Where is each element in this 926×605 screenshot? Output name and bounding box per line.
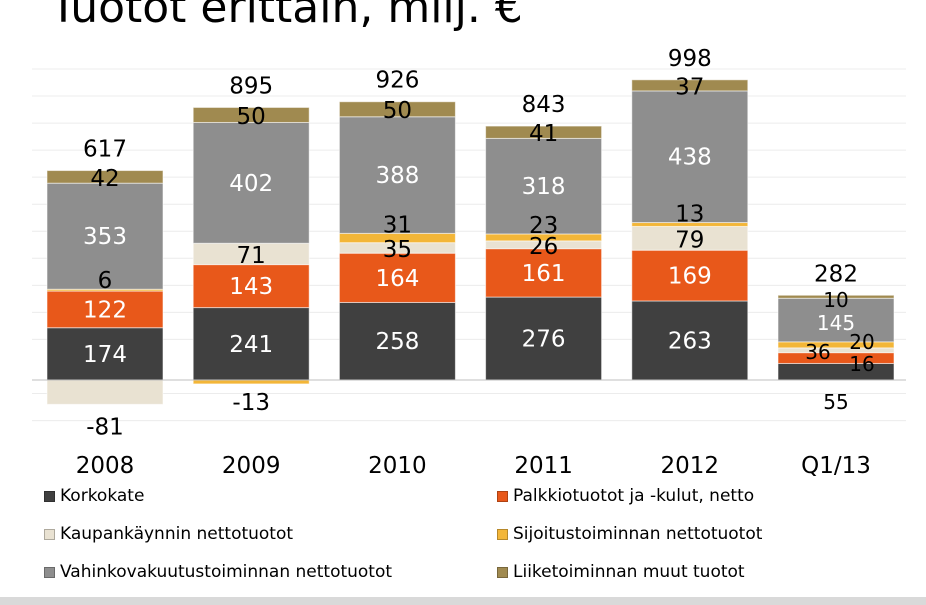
bar-segment	[46, 170, 164, 184]
legend-item: Korkokate	[44, 486, 144, 506]
bar-segment	[777, 297, 895, 343]
legend-item: Palkkiotuotot ja -kulut, netto	[497, 486, 754, 506]
segment-value-label: 55	[823, 390, 848, 414]
bar-segment	[631, 79, 749, 92]
segment-value-label: 71	[237, 243, 266, 269]
bar-segment	[192, 121, 310, 244]
total-label: 843	[522, 92, 566, 118]
legend-item: Kaupankäynnin nettotuotot	[44, 524, 293, 544]
bar-segment	[485, 248, 603, 298]
bar-segment	[777, 341, 895, 349]
segment-value-label: 31	[383, 212, 412, 238]
legend-swatch-icon	[44, 528, 55, 540]
bar-segment	[46, 379, 164, 405]
bar-segment	[485, 296, 603, 381]
segment-value-label: 42	[90, 166, 119, 192]
bar-segment	[192, 379, 310, 385]
segment-value-label: 143	[229, 274, 273, 300]
bar-segment	[777, 294, 895, 299]
segment-value-label: 16	[849, 352, 874, 376]
bar-segment	[338, 301, 456, 381]
segment-value-label: 241	[229, 332, 273, 358]
category-label: Q1/13	[801, 453, 871, 479]
segment-value-label: 37	[675, 74, 704, 100]
bar-segment	[338, 252, 456, 303]
segment-value-label: 23	[529, 213, 558, 239]
legend-swatch-icon	[497, 528, 508, 540]
segment-value-label: 26	[529, 234, 558, 260]
legend-label: Korkokate	[60, 486, 145, 506]
segment-value-label: 402	[229, 171, 273, 197]
legend-item: Sijoitustoiminnan nettotuotot	[497, 524, 762, 544]
legend-label: Vahinkovakuutustoiminnan nettotuotot	[60, 562, 393, 582]
chart-legend: Korkokate Palkkiotuotot ja -kulut, netto K…	[44, 486, 904, 586]
segment-value-label: -81	[86, 414, 124, 440]
segment-value-label: 20	[849, 330, 874, 354]
bar-segment	[46, 182, 164, 290]
bar-segment	[338, 101, 456, 118]
segment-value-label: 174	[83, 342, 127, 368]
total-label: 998	[668, 46, 712, 72]
segment-value-label: 145	[817, 311, 855, 335]
category-label: 2011	[514, 453, 573, 479]
segment-value-label: 164	[375, 266, 419, 292]
legend-label: Kaupankäynnin nettotuotot	[60, 524, 294, 544]
bar-segment	[631, 249, 749, 302]
legend-swatch-icon	[497, 566, 508, 578]
segment-value-label: 258	[375, 329, 419, 355]
segment-value-label: 438	[668, 145, 712, 171]
legend-swatch-icon	[44, 566, 55, 578]
category-label: 2012	[661, 453, 720, 479]
legend-item: Vahinkovakuutustoiminnan nettotuotot	[44, 562, 392, 582]
segment-value-label: 388	[375, 163, 419, 189]
bar-segment	[46, 290, 164, 329]
category-label: 2010	[368, 453, 427, 479]
bar-segment	[777, 362, 895, 381]
legend-label: Palkkiotuotot ja -kulut, netto	[513, 486, 755, 506]
footer-divider	[0, 597, 926, 605]
segment-value-label: 169	[668, 264, 712, 290]
bar-segment	[631, 90, 749, 224]
segment-value-label: 36	[805, 340, 830, 364]
total-label: 926	[375, 68, 419, 94]
bar-segment	[338, 116, 456, 234]
segment-value-label: 35	[383, 237, 412, 263]
bar-segment	[192, 264, 310, 309]
bar-segment	[485, 125, 603, 139]
segment-value-label: 122	[83, 297, 127, 323]
stacked-bar-chart: 617 2008 174 122 -81 6 353 42 895 2009 241 143 71 -13…	[32, 46, 906, 479]
segment-value-label: 161	[522, 261, 566, 287]
total-label: 282	[814, 261, 858, 287]
segment-value-label: 6	[98, 268, 113, 294]
segment-value-label: 318	[522, 174, 566, 200]
total-label: 617	[83, 137, 127, 163]
total-label: 895	[229, 73, 273, 99]
segment-value-label: 79	[675, 227, 704, 253]
segment-value-label: 50	[383, 98, 412, 124]
bar-segment	[631, 300, 749, 381]
category-label: 2008	[76, 453, 135, 479]
legend-label: Sijoitustoiminnan nettotuotot	[513, 524, 763, 544]
bar-segment	[485, 137, 603, 235]
segment-value-label: 276	[522, 327, 566, 353]
segment-value-label: 353	[83, 224, 127, 250]
legend-swatch-icon	[44, 490, 55, 502]
segment-value-label: 263	[668, 328, 712, 354]
slide-title: Tuotot erittäin, milj. €	[50, 0, 523, 33]
segment-value-label: 50	[237, 104, 266, 130]
bar-segment	[192, 106, 310, 123]
legend-swatch-icon	[497, 490, 508, 502]
segment-value-label: -13	[232, 390, 270, 416]
bar-segment	[777, 347, 895, 354]
legend-label: Liiketoiminnan muut tuotot	[513, 562, 745, 582]
segment-value-label: 41	[529, 121, 558, 147]
legend-item: Liiketoiminnan muut tuotot	[497, 562, 745, 582]
bar-segment	[777, 352, 895, 364]
segment-value-label: 10	[823, 288, 848, 312]
category-label: 2009	[222, 453, 281, 479]
segment-value-label: 13	[675, 202, 704, 228]
